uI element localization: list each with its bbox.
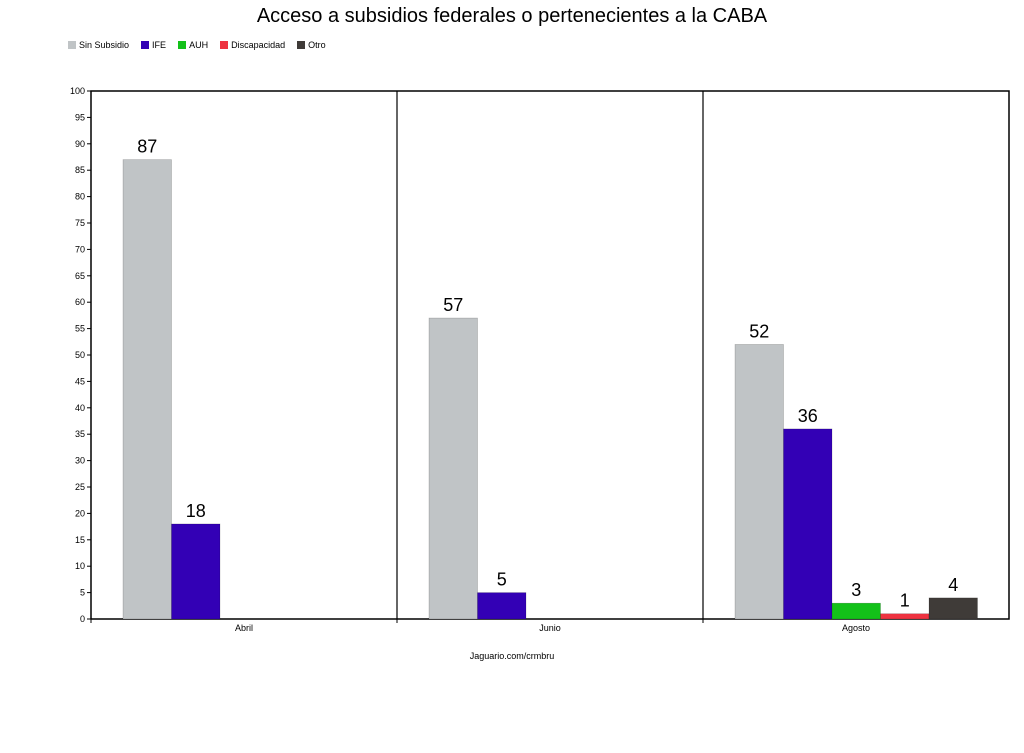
bar — [477, 592, 527, 620]
legend-item-ife: IFE — [141, 40, 166, 50]
legend-swatch-ife — [141, 41, 150, 49]
y-tick-label: 60 — [75, 297, 85, 307]
y-tick-label: 70 — [75, 244, 85, 254]
y-tick-label: 95 — [75, 112, 85, 122]
y-tick-label: 30 — [75, 456, 85, 466]
data-label: 3 — [851, 580, 861, 600]
plot-frame — [90, 90, 1010, 620]
y-tick-label: 100 — [70, 86, 85, 96]
legend-label-otro: Otro — [308, 40, 326, 50]
legend-item-auh: AUH — [178, 40, 208, 50]
legend-swatch-sin-subsidio — [68, 41, 76, 49]
x-tick-label: Abril — [235, 623, 253, 633]
data-label: 52 — [749, 321, 769, 341]
legend-label-sin-subsidio: Sin Subsidio — [79, 40, 130, 50]
y-tick-label: 80 — [75, 192, 85, 202]
data-label: 5 — [497, 570, 507, 590]
legend-label-discapacidad: Discapacidad — [231, 40, 286, 50]
y-tick-label: 85 — [75, 165, 85, 175]
y-tick-label: 65 — [75, 271, 85, 281]
chart-title: Acceso a subsidios federales o perteneci… — [256, 5, 768, 27]
legend: Sin Subsidio IFE AUH Discapacidad Otro — [68, 40, 326, 50]
y-tick-label: 20 — [75, 508, 85, 518]
data-label: 18 — [186, 501, 206, 521]
legend-item-discapacidad: Discapacidad — [220, 40, 285, 50]
bar — [928, 597, 978, 620]
bar — [428, 317, 478, 620]
y-tick-label: 10 — [75, 561, 85, 571]
y-tick-label: 45 — [75, 376, 85, 386]
data-label: 36 — [798, 406, 818, 426]
y-tick-label: 90 — [75, 139, 85, 149]
data-label: 1 — [900, 591, 910, 611]
y-tick-label: 25 — [75, 482, 85, 492]
y-tick-label: 0 — [80, 614, 85, 624]
bar — [783, 428, 833, 620]
data-label: 4 — [948, 575, 958, 595]
bar — [734, 344, 784, 620]
data-label: 57 — [443, 295, 463, 315]
y-tick-label: 50 — [75, 350, 85, 360]
y-tick-label: 75 — [75, 218, 85, 228]
y-tick-label: 55 — [75, 324, 85, 334]
data-label: 87 — [137, 137, 157, 157]
bar — [880, 613, 930, 620]
y-tick-label: 40 — [75, 403, 85, 413]
x-tick-label: Agosto — [842, 623, 870, 633]
legend-swatch-discapacidad — [220, 41, 229, 49]
bar — [171, 523, 221, 620]
legend-label-auh: AUH — [189, 40, 209, 50]
y-tick-label: 15 — [75, 535, 85, 545]
y-tick-label: 35 — [75, 429, 85, 439]
x-tick-label: Junio — [539, 623, 561, 633]
legend-swatch-otro — [297, 41, 306, 49]
legend-label-ife: IFE — [152, 40, 167, 50]
legend-swatch-auh — [178, 41, 187, 49]
y-tick-label: 5 — [80, 588, 85, 598]
bar — [831, 602, 881, 620]
legend-item-otro: Otro — [297, 40, 326, 50]
chart-caption: Jaguario.com/crmbru — [469, 651, 555, 661]
legend-item-sin-subsidio: Sin Subsidio — [68, 40, 129, 50]
bar — [122, 159, 172, 620]
